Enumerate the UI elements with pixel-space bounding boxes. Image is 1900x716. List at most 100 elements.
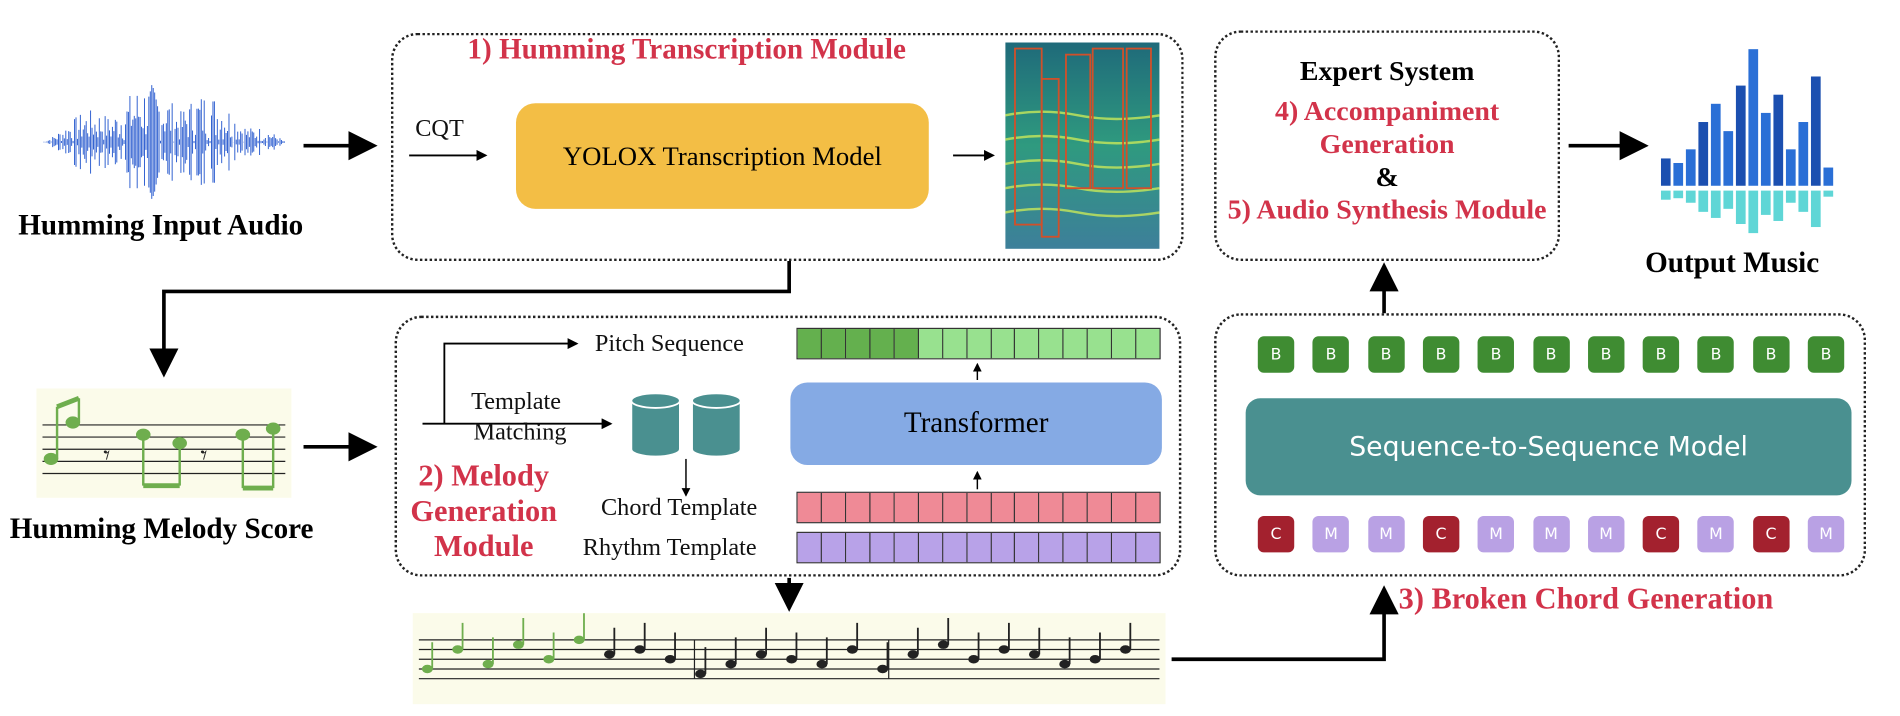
note [877,664,889,674]
output-bar [1698,122,1709,186]
sequence-cell [1112,532,1137,563]
token-M: M [1587,515,1625,553]
module2-title-line: Generation [410,495,558,529]
sequence-cell [846,532,871,563]
template-matching-label-2: Matching [473,418,567,446]
note [816,659,828,669]
token-B: B [1642,336,1680,373]
output-bar [1735,85,1746,186]
note [968,655,980,664]
token-B: B [1367,336,1405,373]
database-icon [630,392,742,458]
note [1028,650,1040,659]
sequence-cell [1136,492,1160,523]
output-bar-reflection [1748,190,1759,234]
output-bar [1823,167,1834,186]
sequence-cell [1039,532,1064,563]
note [664,655,676,664]
sequence-cell [991,492,1016,523]
note [421,664,433,674]
svg-text:𝄾: 𝄾 [200,440,207,470]
transformer-box: Transformer [790,382,1162,466]
output-music-label: Output Music [1645,247,1820,280]
sequence-cell [1063,492,1089,523]
generated-score-image [412,613,1166,705]
note [1120,645,1131,654]
sequence-cell [918,492,943,523]
output-bar-reflection [1673,190,1684,199]
sequence-cell [821,532,847,563]
note [604,650,615,659]
output-bar [1785,149,1796,186]
sequence-cell [870,329,895,359]
note [573,635,585,645]
module3-title: 3) Broken Chord Generation [1398,582,1774,616]
output-bar [1798,122,1809,186]
module2-box [394,315,1182,577]
sequence-cell [942,532,968,563]
note [786,655,798,664]
note [998,645,1010,654]
token-M: M [1367,515,1405,553]
sequence-cell [918,329,943,359]
template-matching-label-1: Template [471,388,562,416]
rhythm-template-label: Rhythm Template [582,534,757,561]
arrow-module1-to-score [149,261,791,378]
token-C: C [1642,515,1680,553]
note [907,650,919,659]
module4-title-1: 4) Accompaniment [1275,95,1500,127]
output-bar-reflection [1710,190,1721,218]
output-bar-reflection [1723,190,1734,209]
sequence-cell [894,492,919,523]
token-B: B [1587,336,1625,373]
sequence-cell [1088,329,1113,359]
output-bar-reflection [1810,190,1821,228]
sequence-cell [894,532,919,563]
sequence-cell [1136,532,1160,563]
token-C: C [1257,515,1295,553]
input-audio-label: Humming Input Audio [18,210,304,242]
melody-score-label: Humming Melody Score [9,513,314,546]
waveform-image [43,85,285,199]
pitch-sequence-label: Pitch Sequence [594,330,744,357]
output-bar [1673,162,1684,186]
sequence-cell [1039,329,1064,359]
seq2seq-model-box: Sequence-to-Sequence Model [1245,398,1852,496]
sequence-cell [797,532,822,563]
output-bar-reflection [1798,190,1809,212]
token-M: M [1697,515,1735,553]
expert-system-title: Expert System [1299,55,1475,87]
module2-title-line: 2) Melody [418,460,550,493]
token-B: B [1752,336,1790,373]
sequence-cell [967,492,992,523]
yolox-model-box: YOLOX Transcription Model [515,103,929,209]
sequence-cell [894,329,919,359]
token-M: M [1312,515,1350,553]
output-bar-reflection [1823,190,1834,197]
token-B: B [1807,336,1845,373]
arrow-pitch-branch [443,338,579,424]
output-bar-reflection [1685,190,1696,203]
output-bar-reflection [1698,190,1709,212]
note [512,640,524,649]
sequence-cell [1136,329,1160,359]
sequence-cell [967,532,992,563]
sequence-cell [846,492,871,523]
cqt-label: CQT [415,115,464,143]
output-bar [1685,149,1696,186]
output-bar [1810,76,1821,186]
note [725,659,737,669]
sequence-cell [1112,329,1137,359]
note [1059,659,1071,669]
token-B: B [1312,336,1350,373]
note [452,645,464,654]
token-B: B [1697,336,1735,373]
sequence-cell [797,492,822,523]
note [482,659,494,669]
token-B: B [1532,336,1570,373]
sequence-cell [821,329,847,359]
token-B: B [1477,336,1515,373]
note [846,645,858,654]
note [755,650,767,659]
chord-template-bar [796,491,1161,524]
